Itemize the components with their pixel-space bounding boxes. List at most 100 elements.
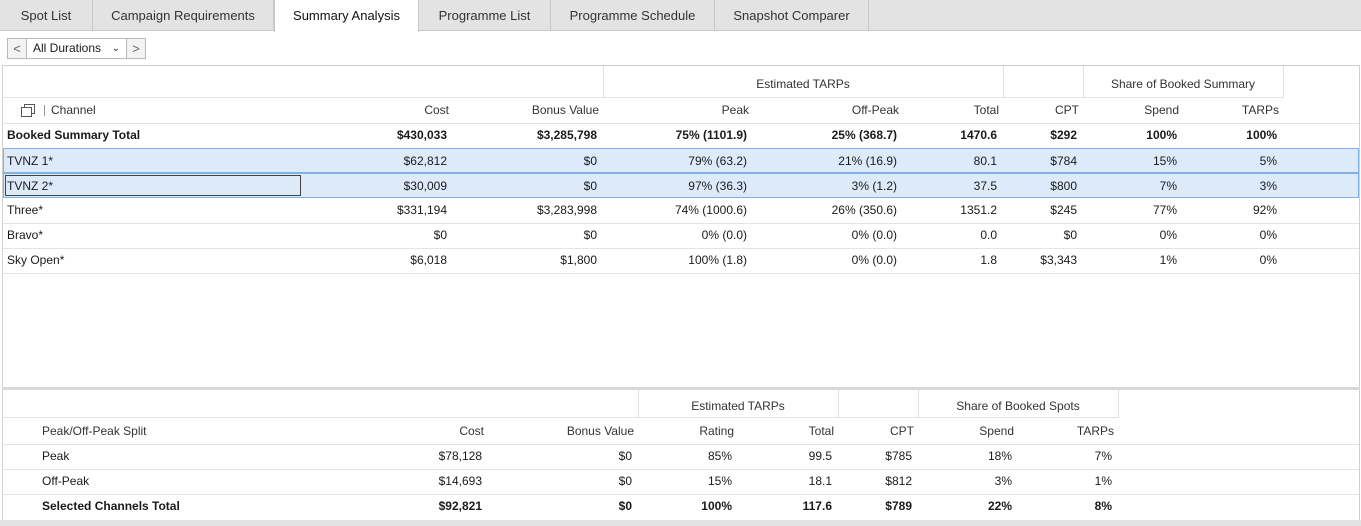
col-spend[interactable]: Spend <box>979 424 1014 438</box>
peak-offpeak-split-grid: Estimated TARPs Share of Booked Spots Pe… <box>2 390 1360 526</box>
col-channel[interactable]: Channel <box>51 103 96 117</box>
col-cpt[interactable]: CPT <box>1055 103 1079 117</box>
row-name: Sky Open* <box>7 253 65 267</box>
cell-cpt: $245 <box>1050 203 1077 217</box>
table-row[interactable]: Off-Peak $14,693 $0 15% 18.1 $812 3% 1% <box>3 469 1359 494</box>
cell-cost: $6,018 <box>410 253 447 267</box>
cell-bonus-value: $0 <box>618 449 632 463</box>
tab-programme-list[interactable]: Programme List <box>419 0 551 31</box>
col-off-peak[interactable]: Off-Peak <box>851 103 899 117</box>
cell-total: 1351.2 <box>960 203 997 217</box>
pane-splitter[interactable] <box>2 387 1360 390</box>
cell-cpt: $292 <box>1050 128 1077 142</box>
col-total[interactable]: Total <box>973 103 999 117</box>
col-cpt[interactable]: CPT <box>890 424 914 438</box>
summary-column-headers: Channel Cost Bonus Value Peak Off-Peak T… <box>3 98 1359 123</box>
tab-campaign-requirements[interactable]: Campaign Requirements <box>93 0 274 31</box>
estimated-tarps-group-header: Estimated TARPs <box>756 77 850 91</box>
split-column-headers: Peak/Off-Peak Split Cost Bonus Value Rat… <box>3 419 1359 444</box>
col-tarps[interactable]: TARPs <box>1076 424 1114 438</box>
share-group-header: Share of Booked Summary <box>1110 77 1256 91</box>
chevron-down-icon: ⌄ <box>111 43 120 54</box>
cell-off-peak: 3% (1.2) <box>851 179 897 193</box>
next-duration-button[interactable]: > <box>126 38 146 59</box>
tab-programme-schedule[interactable]: Programme Schedule <box>551 0 715 31</box>
row-name: Selected Channels Total <box>42 499 180 513</box>
cell-off-peak: 0% (0.0) <box>851 228 897 242</box>
cell-spend: 22% <box>987 499 1012 513</box>
cell-cost: $92,821 <box>438 499 482 513</box>
cell-cost: $430,033 <box>396 128 447 142</box>
cell-cost: $0 <box>433 228 447 242</box>
tab-spot-list[interactable]: Spot List <box>0 0 93 31</box>
table-row[interactable]: Three* $331,194 $3,283,998 74% (1000.6) … <box>3 198 1359 223</box>
horizontal-scrollbar[interactable] <box>0 520 1361 526</box>
cell-cpt: $3,343 <box>1040 253 1077 267</box>
cell-off-peak: 0% (0.0) <box>851 253 897 267</box>
col-spend[interactable]: Spend <box>1144 103 1179 117</box>
cell-rating: 100% <box>701 499 732 513</box>
tab-bar: Spot List Campaign Requirements Summary … <box>0 0 1361 32</box>
col-total[interactable]: Total <box>808 424 834 438</box>
row-name: Booked Summary Total <box>7 128 141 142</box>
row-name: TVNZ 1* <box>7 154 54 168</box>
tab-summary-analysis[interactable]: Summary Analysis <box>274 0 419 32</box>
copy-icon[interactable] <box>21 104 35 117</box>
cell-spend: 7% <box>1159 179 1177 193</box>
prev-duration-button[interactable]: < <box>7 38 27 59</box>
cell-spend: 77% <box>1152 203 1177 217</box>
cell-spend: 18% <box>987 449 1012 463</box>
cell-peak: 97% (36.3) <box>688 179 747 193</box>
table-row[interactable]: TVNZ 2* $30,009 $0 97% (36.3) 3% (1.2) 3… <box>3 173 1359 198</box>
cell-cost: $62,812 <box>403 154 447 168</box>
table-row[interactable]: Bravo* $0 $0 0% (0.0) 0% (0.0) 0.0 $0 0%… <box>3 223 1359 248</box>
col-split[interactable]: Peak/Off-Peak Split <box>42 424 147 438</box>
cell-off-peak: 21% (16.9) <box>838 154 897 168</box>
estimated-tarps-group-header: Estimated TARPs <box>691 399 785 413</box>
col-bonus-value[interactable]: Bonus Value <box>531 103 599 117</box>
table-row[interactable]: TVNZ 1* $62,812 $0 79% (63.2) 21% (16.9)… <box>3 148 1359 173</box>
cell-cost: $14,693 <box>438 474 482 488</box>
cell-tarps: 0% <box>1259 253 1277 267</box>
cell-peak: 74% (1000.6) <box>674 203 747 217</box>
table-row[interactable]: Peak $78,128 $0 85% 99.5 $785 18% 7% <box>3 444 1359 469</box>
cell-tarps: 92% <box>1252 203 1277 217</box>
col-rating[interactable]: Rating <box>699 424 734 438</box>
cell-total: 1.8 <box>980 253 997 267</box>
cell-spend: 1% <box>1159 253 1177 267</box>
table-row[interactable]: Sky Open* $6,018 $1,800 100% (1.8) 0% (0… <box>3 248 1359 273</box>
cell-spend: 0% <box>1159 228 1177 242</box>
cell-tarps: 1% <box>1094 474 1112 488</box>
cell-off-peak: 26% (350.6) <box>831 203 897 217</box>
cell-total: 117.6 <box>802 499 832 513</box>
cell-cost: $331,194 <box>396 203 447 217</box>
row-name: Off-Peak <box>42 474 90 488</box>
duration-selector: < All Durations ⌄ > <box>7 38 146 59</box>
cell-tarps: 100% <box>1246 128 1277 142</box>
cell-bonus-value: $0 <box>618 499 632 513</box>
cell-total: 1470.6 <box>960 128 997 142</box>
cell-bonus-value: $0 <box>583 154 597 168</box>
col-bonus-value[interactable]: Bonus Value <box>566 424 634 438</box>
cell-cpt: $800 <box>1050 179 1077 193</box>
cell-peak: 79% (63.2) <box>688 154 747 168</box>
cell-peak: 0% (0.0) <box>701 228 747 242</box>
cell-tarps: 8% <box>1094 499 1112 513</box>
col-tarps[interactable]: TARPs <box>1241 103 1279 117</box>
col-cost[interactable]: Cost <box>424 103 449 117</box>
col-peak[interactable]: Peak <box>721 103 749 117</box>
cell-rating: 85% <box>707 449 732 463</box>
cell-bonus-value: $1,800 <box>560 253 597 267</box>
col-cost[interactable]: Cost <box>459 424 484 438</box>
cell-bonus-value: $0 <box>583 179 597 193</box>
cell-cpt: $784 <box>1050 154 1077 168</box>
tab-snapshot-comparer[interactable]: Snapshot Comparer <box>715 0 869 31</box>
cell-tarps: 3% <box>1259 179 1277 193</box>
cell-off-peak: 25% (368.7) <box>831 128 897 142</box>
cell-spend: 15% <box>1152 154 1177 168</box>
cell-total: 99.5 <box>808 449 832 463</box>
duration-dropdown[interactable]: All Durations ⌄ <box>27 38 126 59</box>
row-name: Bravo* <box>7 228 44 242</box>
cell-total: 0.0 <box>980 228 997 242</box>
booked-summary-grid: Estimated TARPs Share of Booked Summary … <box>2 65 1360 387</box>
